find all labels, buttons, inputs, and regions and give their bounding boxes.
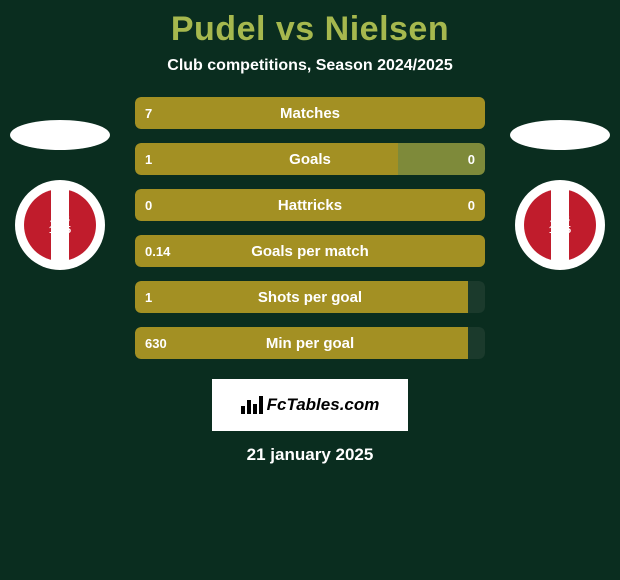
stat-row: Goals1 0: [135, 143, 485, 175]
row-label: Shots per goal: [135, 281, 485, 313]
badge-text: AaB 1885: [49, 214, 71, 236]
row-value-left: 0.14: [135, 235, 180, 267]
brand-box: FcTables.com: [212, 379, 408, 431]
comparison-card: Pudel vs Nielsen Club competitions, Seas…: [0, 0, 620, 580]
badge-inner: AaB 1885: [524, 189, 596, 261]
title-player2: Nielsen: [325, 10, 449, 48]
brand-text: FcTables.com: [267, 395, 380, 415]
row-label: Min per goal: [135, 327, 485, 359]
date-text: 21 january 2025: [0, 445, 620, 465]
badge-letters: AaB: [50, 214, 70, 225]
subtitle: Club competitions, Season 2024/2025: [0, 57, 620, 75]
stat-row: Shots per goal1: [135, 281, 485, 313]
title-player1: Pudel: [171, 10, 266, 48]
stat-rows: Matches7Goals10Hattricks00Goals per matc…: [135, 97, 485, 359]
stat-row: Matches7: [135, 97, 485, 129]
row-value-right: 0: [458, 143, 485, 175]
row-value-left: 7: [135, 97, 162, 129]
stat-row: Min per goal630: [135, 327, 485, 359]
stat-row: Goals per match0.14: [135, 235, 485, 267]
row-value-left: 0: [135, 189, 162, 221]
title-vs: vs: [276, 10, 315, 48]
badge-inner: AaB 1885: [24, 189, 96, 261]
badge-text: AaB 1885: [549, 214, 571, 236]
stat-row: Hattricks0 0: [135, 189, 485, 221]
shadow-oval: [10, 120, 110, 150]
player2-badge-column: AaB 1885: [500, 120, 620, 270]
row-label: Hattricks: [135, 189, 485, 221]
row-value-left: 1: [135, 143, 162, 175]
row-value-left: 630: [135, 327, 177, 359]
chart-icon: [241, 396, 263, 414]
badge-year: 1885: [49, 225, 71, 236]
row-label: Matches: [135, 97, 485, 129]
row-label: Goals: [135, 143, 485, 175]
page-title: Pudel vs Nielsen: [0, 0, 620, 49]
badge-year: 1885: [549, 225, 571, 236]
club-badge-right: AaB 1885: [515, 180, 605, 270]
player1-badge-column: AaB 1885: [0, 120, 120, 270]
club-badge-left: AaB 1885: [15, 180, 105, 270]
row-label: Goals per match: [135, 235, 485, 267]
row-value-right: 0: [458, 189, 485, 221]
shadow-oval: [510, 120, 610, 150]
badge-letters: AaB: [550, 214, 570, 225]
row-value-left: 1: [135, 281, 162, 313]
